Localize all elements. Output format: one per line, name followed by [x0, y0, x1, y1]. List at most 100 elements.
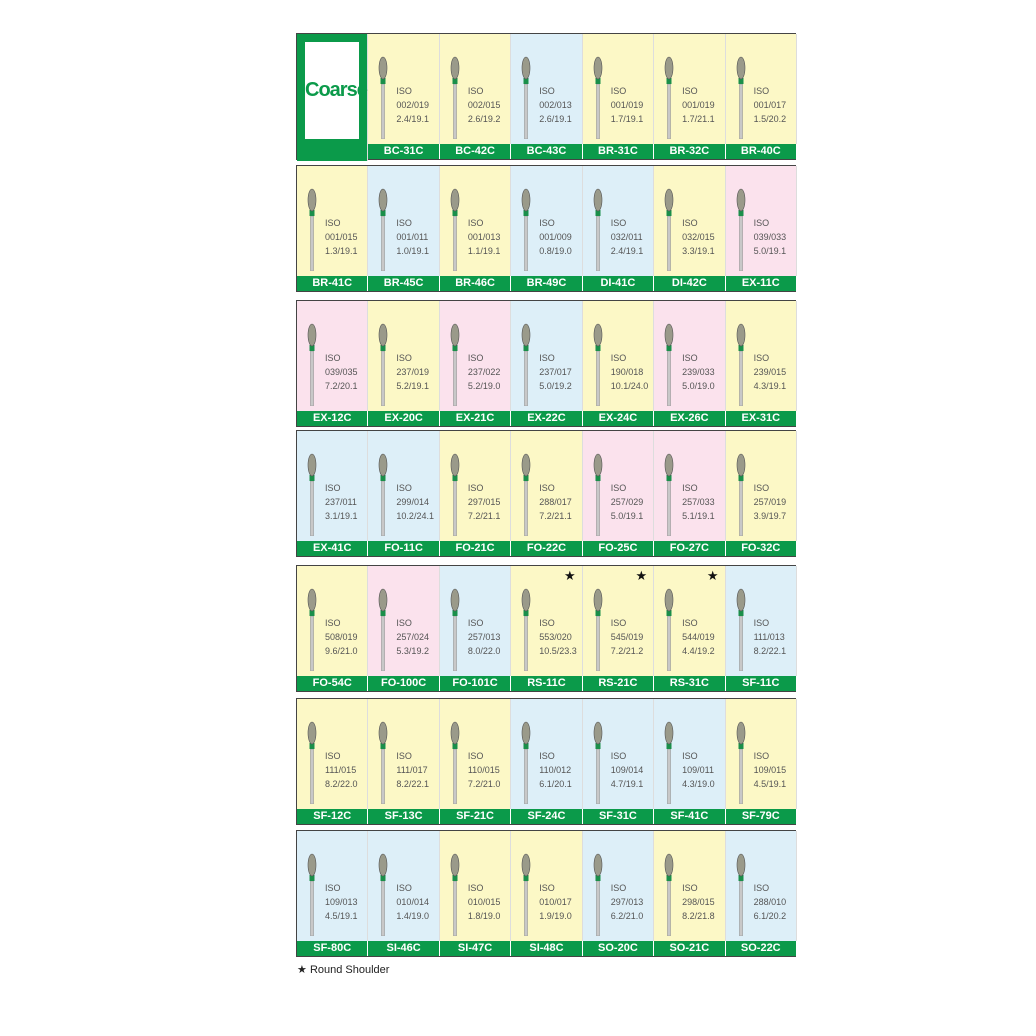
product-spec: ISO 111/017 8.2/22.1	[396, 749, 429, 791]
bur-icon	[736, 323, 745, 406]
size: 6.1/20.2	[753, 911, 787, 921]
iso-label: ISO	[467, 218, 484, 228]
iso-label: ISO	[325, 218, 341, 228]
round-shoulder-mark: ★	[635, 568, 648, 583]
product-cell: ISO 239/033 5.0/19.0	[654, 301, 726, 412]
bur-icon	[736, 453, 745, 536]
iso-number: 257/013	[467, 632, 501, 642]
iso-label: ISO	[682, 218, 698, 228]
round-shoulder-mark: ★	[706, 568, 719, 583]
iso-number: 239/033	[682, 367, 715, 377]
size: 1.8/19.0	[467, 911, 501, 921]
iso-label: ISO	[753, 86, 770, 96]
iso-number: 002/013	[539, 100, 572, 110]
iso-label: ISO	[325, 883, 341, 893]
iso-label: ISO	[610, 883, 627, 893]
bur-icon	[307, 323, 317, 406]
product-spec: ISO 237/017 5.0/19.2	[539, 351, 572, 393]
product-cell: ISO 001/009 0.8/19.0	[511, 166, 583, 277]
product-cell: ISO 508/019 9.6/21.0	[297, 566, 369, 677]
iso-label: ISO	[467, 618, 484, 628]
iso-number: 032/011	[610, 232, 643, 242]
product-cell: ISO 299/014 10.2/24.1	[368, 431, 440, 542]
bur-icon	[521, 853, 531, 936]
product-spec: ISO 109/011 4.3/19.0	[682, 749, 715, 791]
product-cell: ISO 110/015 7.2/21.0	[439, 699, 512, 810]
iso-number: 109/011	[682, 765, 715, 775]
product-code: SF-13C	[368, 809, 440, 824]
iso-number: 002/019	[396, 100, 429, 110]
product-cell: ISO 257/024 5.3/19.2	[368, 566, 440, 677]
iso-number: 001/015	[325, 232, 358, 242]
size: 2.6/19.2	[467, 114, 501, 124]
bur-icon	[307, 588, 317, 671]
size: 4.4/19.2	[682, 646, 715, 656]
product-row: Coarse ISO 002/019 2.4/19.1 BC-31C ISO 002/015…	[296, 33, 797, 161]
iso-label: ISO	[682, 353, 698, 363]
product-cell: ISO 010/017 1.9/19.0	[511, 831, 583, 942]
iso-number: 010/015	[467, 897, 501, 907]
product-cell: ISO 001/015 1.3/19.1	[297, 166, 369, 277]
product-row: ISO 508/019 9.6/21.0 FO-54C ISO 257/024 5.3/19…	[296, 565, 797, 692]
size: 5.2/19.0	[467, 381, 501, 391]
product-spec: ISO 111/013 8.2/22.1	[754, 616, 787, 658]
product-spec: ISO 190/018 10.1/24.0	[611, 351, 649, 393]
iso-number: 237/017	[539, 367, 572, 377]
product-cell: ISO 237/017 5.0/19.2	[511, 301, 583, 412]
iso-number: 001/011	[396, 232, 429, 242]
bur-icon	[593, 188, 603, 271]
product-cell: ISO 257/033 5.1/19.1	[654, 431, 726, 542]
product-spec: ISO 002/015 2.6/19.2	[468, 84, 501, 126]
iso-number: 257/033	[682, 497, 715, 507]
iso-label: ISO	[753, 353, 770, 363]
product-code: FO-22C	[511, 541, 583, 556]
product-spec: ISO 001/019 1.7/21.1	[682, 84, 715, 126]
product-cell: ISO 001/019 1.7/19.1	[582, 34, 655, 145]
bur-icon	[664, 453, 674, 536]
iso-number: 190/018	[610, 367, 644, 377]
size: 8.2/22.0	[325, 779, 358, 789]
iso-number: 237/011	[325, 497, 357, 507]
iso-number: 288/010	[753, 897, 787, 907]
iso-number: 545/019	[610, 632, 644, 642]
product-code: EX-41C	[297, 541, 369, 556]
product-code: SF-24C	[511, 809, 583, 824]
product-row: ISO 109/013 4.5/19.1 SF-80C ISO 010/014 1.4/19…	[296, 830, 797, 957]
product-cell: ISO 111/017 8.2/22.1	[368, 699, 440, 810]
bur-icon	[736, 56, 745, 139]
product-cell: ISO 237/019 5.2/19.1	[368, 301, 440, 412]
legend-symbol: ★	[297, 964, 307, 976]
product-cell: ISO 001/011 1.0/19.1	[368, 166, 440, 277]
bur-icon	[450, 453, 460, 536]
size: 1.7/19.1	[610, 114, 644, 124]
size: 4.5/19.1	[753, 779, 787, 789]
product-spec: ISO 257/029 5.0/19.1	[611, 481, 644, 523]
product-code: FO-21C	[439, 541, 512, 556]
product-row: ISO 237/011 3.1/19.1 EX-41C ISO 299/014 10.2/2…	[296, 430, 797, 557]
size: 4.3/19.1	[753, 381, 787, 391]
bur-icon	[379, 853, 388, 936]
size: 9.6/21.0	[325, 646, 358, 656]
iso-label: ISO	[396, 353, 412, 363]
iso-label: ISO	[539, 883, 555, 893]
bur-icon	[450, 721, 460, 804]
product-spec: ISO 239/033 5.0/19.0	[682, 351, 715, 393]
product-code: SF-41C	[654, 809, 726, 824]
product-code: SF-21C	[439, 809, 512, 824]
size: 8.2/22.1	[396, 779, 429, 789]
iso-label: ISO	[539, 353, 555, 363]
size: 5.0/19.1	[610, 511, 644, 521]
product-cell: ISO 039/033 5.0/19.1	[725, 166, 797, 277]
iso-label: ISO	[396, 883, 412, 893]
product-spec: ISO 032/011 2.4/19.1	[611, 216, 644, 258]
iso-number: 010/014	[396, 897, 429, 907]
product-code: EX-26C	[654, 411, 726, 426]
legend-text: Round Shoulder	[309, 964, 390, 976]
iso-number: 297/015	[467, 497, 501, 507]
iso-label: ISO	[539, 483, 555, 493]
bur-icon	[379, 188, 388, 271]
bur-icon	[736, 188, 745, 271]
product-cell: ISO 190/018 10.1/24.0	[582, 301, 655, 412]
product-spec: ISO 002/019 2.4/19.1	[396, 84, 429, 126]
iso-number: 039/033	[753, 232, 787, 242]
